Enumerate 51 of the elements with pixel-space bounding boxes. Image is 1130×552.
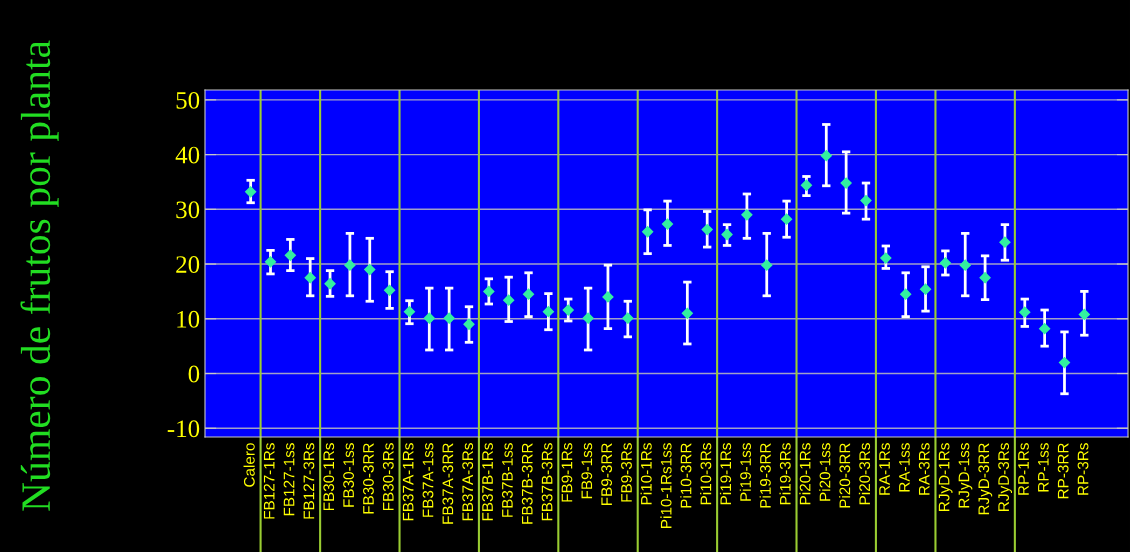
x-tick-label: Pi20-1ss — [819, 443, 831, 501]
y-tick-label: 30 — [176, 201, 200, 219]
x-tick-label: Pi10-1Rs — [640, 443, 652, 505]
x-tick-label: RJyD-1Rs — [938, 443, 953, 511]
x-tick-label: FB9-3Rs — [621, 443, 632, 502]
x-tick-label: FB127-1Rs — [263, 443, 275, 519]
x-tick-label: Pi10-3Rs — [700, 443, 712, 505]
x-tick-label: Pi19-1Rs — [719, 443, 732, 505]
x-tick-label: RJyD-3Rs — [998, 443, 1013, 511]
x-tick-label: RP-1Rs — [1018, 443, 1029, 495]
x-tick-label: Pi19-1ss — [739, 443, 751, 501]
x-tick-label: RP-3Rs — [1077, 443, 1089, 495]
x-tick-label: RP-1ss — [1038, 443, 1049, 492]
x-tick-label: Pi19-3RR — [759, 443, 771, 508]
x-tick-label: FB37A-3Rs — [462, 443, 474, 521]
x-tick-label: Pi10-3RR — [680, 443, 692, 508]
x-tick-label: FB9-3RR — [601, 443, 613, 505]
x-tick-label: FB37B-3Rs — [541, 443, 553, 521]
x-tick-label: FB127-1ss — [283, 443, 295, 516]
y-tick-label: 10 — [177, 310, 200, 328]
x-tick-label: FB30-1ss — [343, 443, 354, 507]
x-tick-label: RA-3Rs — [918, 443, 930, 495]
x-tick-label: Calero — [243, 443, 255, 487]
x-tick-label: FB37A-3RR — [442, 443, 454, 524]
x-tick-label: FB9-1ss — [581, 443, 593, 499]
x-tick-label: FB30-1Rs — [323, 443, 335, 511]
x-tick-label: RP-3RR — [1057, 443, 1069, 499]
x-tick-label: Pi10-1Rs1ss — [660, 443, 672, 528]
x-tick-label: FB37B-1Rs — [482, 443, 493, 521]
x-tick-label: FB37A-1Rs — [402, 443, 414, 521]
x-tick-label: RA-1ss — [899, 443, 910, 492]
y-tick-label: 20 — [176, 256, 200, 273]
y-tick-label: -10 — [167, 420, 200, 438]
x-tick-label: FB127-3Rs — [303, 443, 315, 519]
x-tick-label: RJyD-3RR — [978, 443, 993, 515]
y-tick-label: 0 — [188, 365, 200, 383]
x-tick-label: Pi20-3RR — [839, 443, 851, 508]
x-tick-label: Pi20-3Rs — [858, 443, 871, 505]
x-tick-label: FB37B-3RR — [521, 443, 533, 524]
x-tick-label: RA-1Rs — [879, 443, 890, 495]
x-tick-label: FB37B-1ss — [501, 443, 513, 517]
x-tick-label: Pi20-1Rs — [799, 443, 811, 505]
x-tick-label: FB9-1Rs — [561, 443, 573, 502]
x-tick-label: FB30-3RR — [363, 443, 374, 514]
x-tick-label: Pi19-3Rs — [779, 443, 791, 505]
y-axis-title: Número de frutos por planta — [20, 40, 59, 511]
y-tick-label: 40 — [175, 146, 200, 164]
y-tick-label: 50 — [176, 91, 200, 109]
x-tick-label: RJyD-1ss — [958, 443, 973, 508]
x-tick-label: FB37A-1ss — [422, 443, 434, 517]
x-tick-label: FB30-3Rs — [382, 443, 394, 511]
